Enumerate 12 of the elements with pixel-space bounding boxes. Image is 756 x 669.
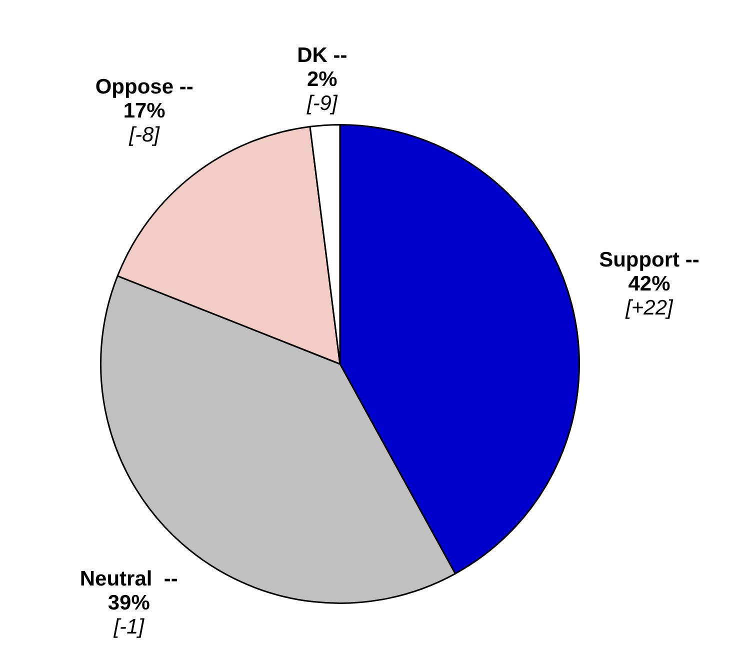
text: [-1] — [114, 615, 144, 638]
slice-label: Oppose -- — [95, 76, 194, 99]
text: [-8] — [129, 124, 160, 147]
slice-label: Neutral -- — [80, 567, 178, 590]
data-label: 42% — [628, 272, 671, 296]
data-label: 39% — [108, 591, 150, 614]
data-label: 2% — [306, 68, 338, 92]
slice-label: DK -- — [297, 44, 348, 68]
data-label: 17% — [123, 100, 166, 123]
slice-label: Support -- — [599, 248, 700, 272]
text: [+22] — [626, 296, 673, 320]
text: [-9] — [306, 92, 338, 116]
